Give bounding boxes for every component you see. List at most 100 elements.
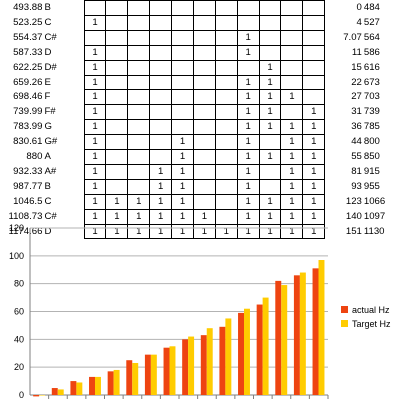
- bit-cell[interactable]: [127, 29, 151, 46]
- note-cell[interactable]: D: [44, 225, 52, 237]
- value-cell[interactable]: 4: [356, 16, 362, 28]
- note-cell[interactable]: F#: [44, 106, 56, 118]
- hz-cell[interactable]: 1130: [363, 225, 385, 237]
- bit-cell[interactable]: 1: [302, 149, 326, 165]
- hz-cell[interactable]: 586: [363, 46, 380, 58]
- value-cell[interactable]: 36: [351, 121, 362, 133]
- value-cell[interactable]: 11: [351, 46, 362, 58]
- value-cell[interactable]: 44: [351, 136, 362, 148]
- bit-cell[interactable]: 1: [149, 163, 173, 180]
- bit-cell[interactable]: [105, 178, 129, 195]
- bit-cell[interactable]: [302, 44, 326, 61]
- bit-cell[interactable]: [236, 0, 260, 16]
- bit-cell[interactable]: [192, 59, 216, 76]
- bit-cell[interactable]: [127, 134, 151, 151]
- bit-cell[interactable]: [127, 59, 151, 76]
- value-cell[interactable]: 7.07: [343, 31, 362, 43]
- bit-cell[interactable]: 1: [258, 119, 282, 136]
- bit-cell[interactable]: [171, 119, 194, 136]
- bit-cell[interactable]: 1: [236, 149, 260, 165]
- bit-cell[interactable]: 1: [258, 59, 282, 76]
- hz-cell[interactable]: 1097: [363, 210, 386, 222]
- bit-cell[interactable]: [149, 29, 173, 46]
- bit-cell[interactable]: [127, 163, 151, 180]
- bit-cell[interactable]: [214, 14, 238, 31]
- bit-cell[interactable]: [83, 29, 107, 46]
- bit-cell[interactable]: 1: [83, 74, 107, 91]
- bit-cell[interactable]: [127, 0, 151, 16]
- bit-cell[interactable]: [302, 0, 326, 16]
- bit-cell[interactable]: 1: [83, 193, 107, 210]
- value-cell[interactable]: 55: [351, 151, 362, 163]
- bit-cell[interactable]: [149, 0, 173, 16]
- bit-cell[interactable]: [192, 0, 216, 16]
- bit-cell[interactable]: [214, 193, 238, 210]
- bit-cell[interactable]: [192, 14, 216, 31]
- bit-cell[interactable]: [149, 74, 173, 91]
- bit-cell[interactable]: [105, 44, 129, 61]
- frequency-cell[interactable]: 783.99: [13, 121, 43, 133]
- value-cell[interactable]: 140: [345, 210, 362, 222]
- bit-cell[interactable]: [127, 14, 151, 31]
- bit-cell[interactable]: [149, 59, 173, 76]
- bit-cell[interactable]: [127, 74, 151, 91]
- bit-cell[interactable]: [149, 14, 173, 31]
- bit-cell[interactable]: [214, 59, 238, 76]
- note-cell[interactable]: B: [44, 180, 51, 192]
- bit-cell[interactable]: 1: [280, 163, 304, 180]
- bit-cell[interactable]: [258, 29, 282, 46]
- bit-cell[interactable]: [105, 14, 129, 31]
- bit-cell[interactable]: [127, 178, 151, 195]
- bit-cell[interactable]: [127, 104, 151, 121]
- bit-cell[interactable]: [149, 89, 173, 106]
- bit-cell[interactable]: [192, 29, 216, 46]
- value-cell[interactable]: 93: [351, 180, 362, 192]
- note-cell[interactable]: E: [44, 76, 51, 88]
- bit-cell[interactable]: 1: [236, 134, 260, 151]
- bit-cell[interactable]: [214, 178, 238, 195]
- bit-cell[interactable]: [171, 14, 194, 31]
- bit-cell[interactable]: 1: [280, 134, 304, 151]
- bit-cell[interactable]: 1: [302, 178, 326, 195]
- hz-cell[interactable]: 616: [363, 61, 380, 73]
- bit-cell[interactable]: [258, 178, 282, 195]
- bit-cell[interactable]: 1: [302, 119, 326, 136]
- bit-cell[interactable]: [171, 29, 194, 46]
- bit-cell[interactable]: [192, 74, 216, 91]
- bit-cell[interactable]: 1: [236, 104, 260, 121]
- bit-cell[interactable]: 1: [258, 193, 282, 210]
- value-cell[interactable]: 31: [351, 106, 362, 118]
- bit-cell[interactable]: [171, 0, 194, 16]
- value-cell[interactable]: 22: [351, 76, 362, 88]
- bit-cell[interactable]: [83, 0, 107, 16]
- bit-cell[interactable]: 1: [83, 14, 107, 31]
- bit-cell[interactable]: 1: [236, 89, 260, 106]
- bit-cell[interactable]: 1: [236, 29, 260, 46]
- bit-cell[interactable]: 1: [83, 178, 107, 195]
- bit-cell[interactable]: [127, 89, 151, 106]
- bit-cell[interactable]: [258, 14, 282, 31]
- frequency-cell[interactable]: 493.88: [13, 1, 43, 13]
- note-cell[interactable]: F: [44, 91, 51, 103]
- bit-cell[interactable]: 1: [171, 193, 194, 210]
- bit-cell[interactable]: 1: [105, 193, 129, 210]
- bit-cell[interactable]: 1: [171, 163, 194, 180]
- note-cell[interactable]: C: [44, 195, 52, 207]
- hz-cell[interactable]: 739: [363, 106, 380, 118]
- value-cell[interactable]: 15: [351, 61, 362, 73]
- value-cell[interactable]: 123: [345, 195, 362, 207]
- bit-cell[interactable]: [214, 44, 238, 61]
- bit-cell[interactable]: [105, 89, 129, 106]
- bit-cell[interactable]: [236, 14, 260, 31]
- bit-cell[interactable]: [214, 74, 238, 91]
- frequency-cell[interactable]: 987.77: [13, 180, 43, 192]
- bit-cell[interactable]: [171, 44, 194, 61]
- bit-cell[interactable]: [214, 104, 238, 121]
- bit-cell[interactable]: [214, 119, 238, 136]
- bit-cell[interactable]: 1: [302, 163, 326, 180]
- bit-cell[interactable]: [214, 29, 238, 46]
- note-cell[interactable]: G: [44, 121, 52, 133]
- frequency-cell[interactable]: 1046.5: [13, 195, 43, 207]
- frequency-cell[interactable]: 587.33: [13, 46, 43, 58]
- bit-cell[interactable]: [302, 89, 326, 106]
